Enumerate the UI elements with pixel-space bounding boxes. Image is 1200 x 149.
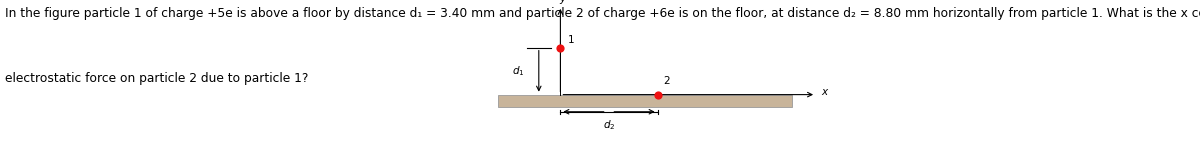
Text: electrostatic force on particle 2 due to particle 1?: electrostatic force on particle 2 due to… [5, 72, 308, 84]
Text: 2: 2 [664, 76, 671, 86]
Text: $d_1$: $d_1$ [512, 64, 524, 78]
Text: y: y [559, 0, 566, 4]
Text: In the figure particle 1 of charge +5e is above a floor by distance d₁ = 3.40 mm: In the figure particle 1 of charge +5e i… [5, 7, 1200, 20]
Point [551, 46, 570, 49]
Text: $d_2$: $d_2$ [602, 118, 616, 132]
Text: x: x [821, 87, 827, 97]
Bar [498, 95, 792, 107]
Text: 1: 1 [568, 35, 575, 45]
Point [648, 93, 667, 96]
